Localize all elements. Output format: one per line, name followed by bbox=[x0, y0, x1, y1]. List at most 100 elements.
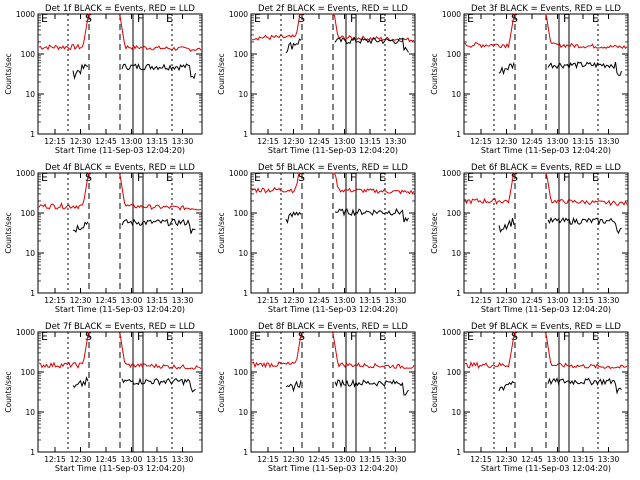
x-tick-label: 13:30 bbox=[598, 455, 620, 464]
x-tick-label: 12:45 bbox=[308, 455, 330, 464]
y-axis-label: Counts/sec bbox=[217, 53, 226, 94]
x-tick-label: 12:45 bbox=[308, 137, 330, 146]
x-tick-label: 13:00 bbox=[334, 455, 356, 464]
event-marker-E: E bbox=[467, 171, 474, 184]
events-series-line bbox=[334, 37, 409, 53]
x-tick-label: 13:15 bbox=[572, 455, 594, 464]
event-marker-E: E bbox=[254, 330, 261, 343]
y-tick-label: 1000 bbox=[442, 10, 461, 19]
y-tick-label: 1 bbox=[243, 289, 248, 298]
chart-panel-7: Det 7f BLACK = Events, RED = LLD 1 10 100 10… bbox=[4, 322, 203, 473]
y-tick-label: 10 bbox=[25, 249, 35, 258]
events-series-line bbox=[121, 218, 196, 234]
x-tick-label: 13:30 bbox=[385, 296, 407, 305]
chart-title: Det 2f BLACK = Events, RED = LLD bbox=[258, 4, 408, 14]
chart-panel-5: Det 5f BLACK = Events, RED = LLD 1 10 100 10… bbox=[217, 163, 416, 314]
x-tick-label: 13:15 bbox=[146, 455, 168, 464]
y-tick-label: 1 bbox=[30, 448, 35, 457]
y-tick-label: 1000 bbox=[229, 169, 248, 178]
events-series-line bbox=[121, 377, 196, 393]
lld-series-line bbox=[251, 172, 302, 194]
event-marker-E: E bbox=[254, 171, 261, 184]
x-tick-label: 13:00 bbox=[121, 455, 143, 464]
y-tick-label: 10 bbox=[238, 408, 248, 417]
x-axis-label: Start Time (11-Sep-03 12:04:20) bbox=[481, 146, 611, 155]
y-tick-label: 10 bbox=[25, 408, 35, 417]
event-marker-S: S bbox=[298, 171, 305, 184]
x-tick-label: 12:45 bbox=[521, 137, 543, 146]
event-marker-F: F bbox=[137, 12, 143, 25]
chart-panel-8: Det 8f BLACK = Events, RED = LLD 1 10 100 10… bbox=[217, 322, 416, 473]
x-tick-label: 13:00 bbox=[121, 296, 143, 305]
y-tick-label: 1000 bbox=[16, 169, 35, 178]
y-axis-label: Counts/sec bbox=[217, 212, 226, 253]
chart-title: Det 1f BLACK = Events, RED = LLD bbox=[45, 4, 195, 14]
x-tick-label: 13:15 bbox=[146, 137, 168, 146]
x-tick-label: 13:30 bbox=[172, 455, 194, 464]
chart-panel-3: Det 3f BLACK = Events, RED = LLD 1 10 100 10… bbox=[430, 4, 629, 155]
event-marker-F: F bbox=[137, 171, 143, 184]
x-tick-label: 12:15 bbox=[470, 455, 492, 464]
y-tick-label: 100 bbox=[21, 209, 36, 218]
x-tick-label: 12:30 bbox=[283, 137, 305, 146]
event-marker-E: E bbox=[467, 330, 474, 343]
x-tick-label: 13:15 bbox=[359, 455, 381, 464]
x-axis-label: Start Time (11-Sep-03 12:04:20) bbox=[55, 464, 185, 473]
x-tick-label: 12:45 bbox=[95, 137, 117, 146]
x-tick-label: 12:30 bbox=[70, 455, 92, 464]
x-tick-label: 12:45 bbox=[521, 455, 543, 464]
event-marker-S: S bbox=[298, 12, 305, 25]
y-tick-label: 1000 bbox=[229, 328, 248, 337]
event-marker-S: S bbox=[85, 171, 92, 184]
x-tick-label: 13:15 bbox=[359, 137, 381, 146]
lld-series-line bbox=[545, 13, 628, 50]
chart-panel-4: Det 4f BLACK = Events, RED = LLD 1 10 100 10… bbox=[4, 163, 203, 314]
x-axis-label: Start Time (11-Sep-03 12:04:20) bbox=[55, 146, 185, 155]
chart-panel-2: Det 2f BLACK = Events, RED = LLD 1 10 100 10… bbox=[217, 4, 416, 155]
y-tick-label: 10 bbox=[451, 408, 461, 417]
event-marker-E: E bbox=[592, 171, 599, 184]
x-tick-label: 12:45 bbox=[521, 296, 543, 305]
events-series-line bbox=[547, 377, 622, 395]
y-tick-label: 1000 bbox=[229, 10, 248, 19]
chart-panel-6: Det 6f BLACK = Events, RED = LLD 1 10 100 10… bbox=[430, 163, 629, 314]
event-marker-S: S bbox=[85, 12, 92, 25]
lld-series-line bbox=[464, 172, 515, 205]
y-tick-label: 100 bbox=[447, 50, 462, 59]
x-tick-label: 13:15 bbox=[572, 137, 594, 146]
chart-title: Det 6f BLACK = Events, RED = LLD bbox=[471, 163, 621, 173]
x-tick-label: 12:15 bbox=[44, 137, 66, 146]
y-tick-label: 10 bbox=[238, 90, 248, 99]
event-marker-E: E bbox=[379, 171, 386, 184]
chart-title: Det 3f BLACK = Events, RED = LLD bbox=[471, 4, 621, 14]
event-marker-F: F bbox=[350, 12, 356, 25]
event-marker-S: S bbox=[511, 12, 518, 25]
events-series-line bbox=[334, 207, 409, 223]
event-marker-E: E bbox=[41, 12, 48, 25]
x-tick-label: 12:30 bbox=[283, 455, 305, 464]
events-series-line bbox=[72, 376, 89, 389]
x-tick-label: 13:00 bbox=[547, 455, 569, 464]
x-tick-label: 13:30 bbox=[598, 296, 620, 305]
x-tick-label: 13:00 bbox=[547, 137, 569, 146]
y-tick-label: 10 bbox=[451, 249, 461, 258]
event-marker-F: F bbox=[137, 330, 143, 343]
x-tick-label: 13:15 bbox=[572, 296, 594, 305]
y-axis-label: Counts/sec bbox=[430, 371, 439, 412]
lld-series-line bbox=[118, 172, 202, 211]
chart-title: Det 5f BLACK = Events, RED = LLD bbox=[258, 163, 408, 173]
event-marker-E: E bbox=[254, 12, 261, 25]
x-tick-label: 12:45 bbox=[95, 455, 117, 464]
event-marker-E: E bbox=[41, 330, 48, 343]
lld-series-line bbox=[251, 331, 302, 369]
event-marker-E: E bbox=[592, 12, 599, 25]
x-tick-label: 13:15 bbox=[359, 296, 381, 305]
y-axis-label: Counts/sec bbox=[4, 212, 13, 253]
x-tick-label: 13:30 bbox=[172, 137, 194, 146]
y-tick-label: 100 bbox=[21, 368, 36, 377]
events-series-line bbox=[498, 217, 515, 234]
y-tick-label: 100 bbox=[234, 368, 249, 377]
x-tick-label: 12:30 bbox=[496, 137, 518, 146]
events-series-line bbox=[285, 211, 302, 224]
